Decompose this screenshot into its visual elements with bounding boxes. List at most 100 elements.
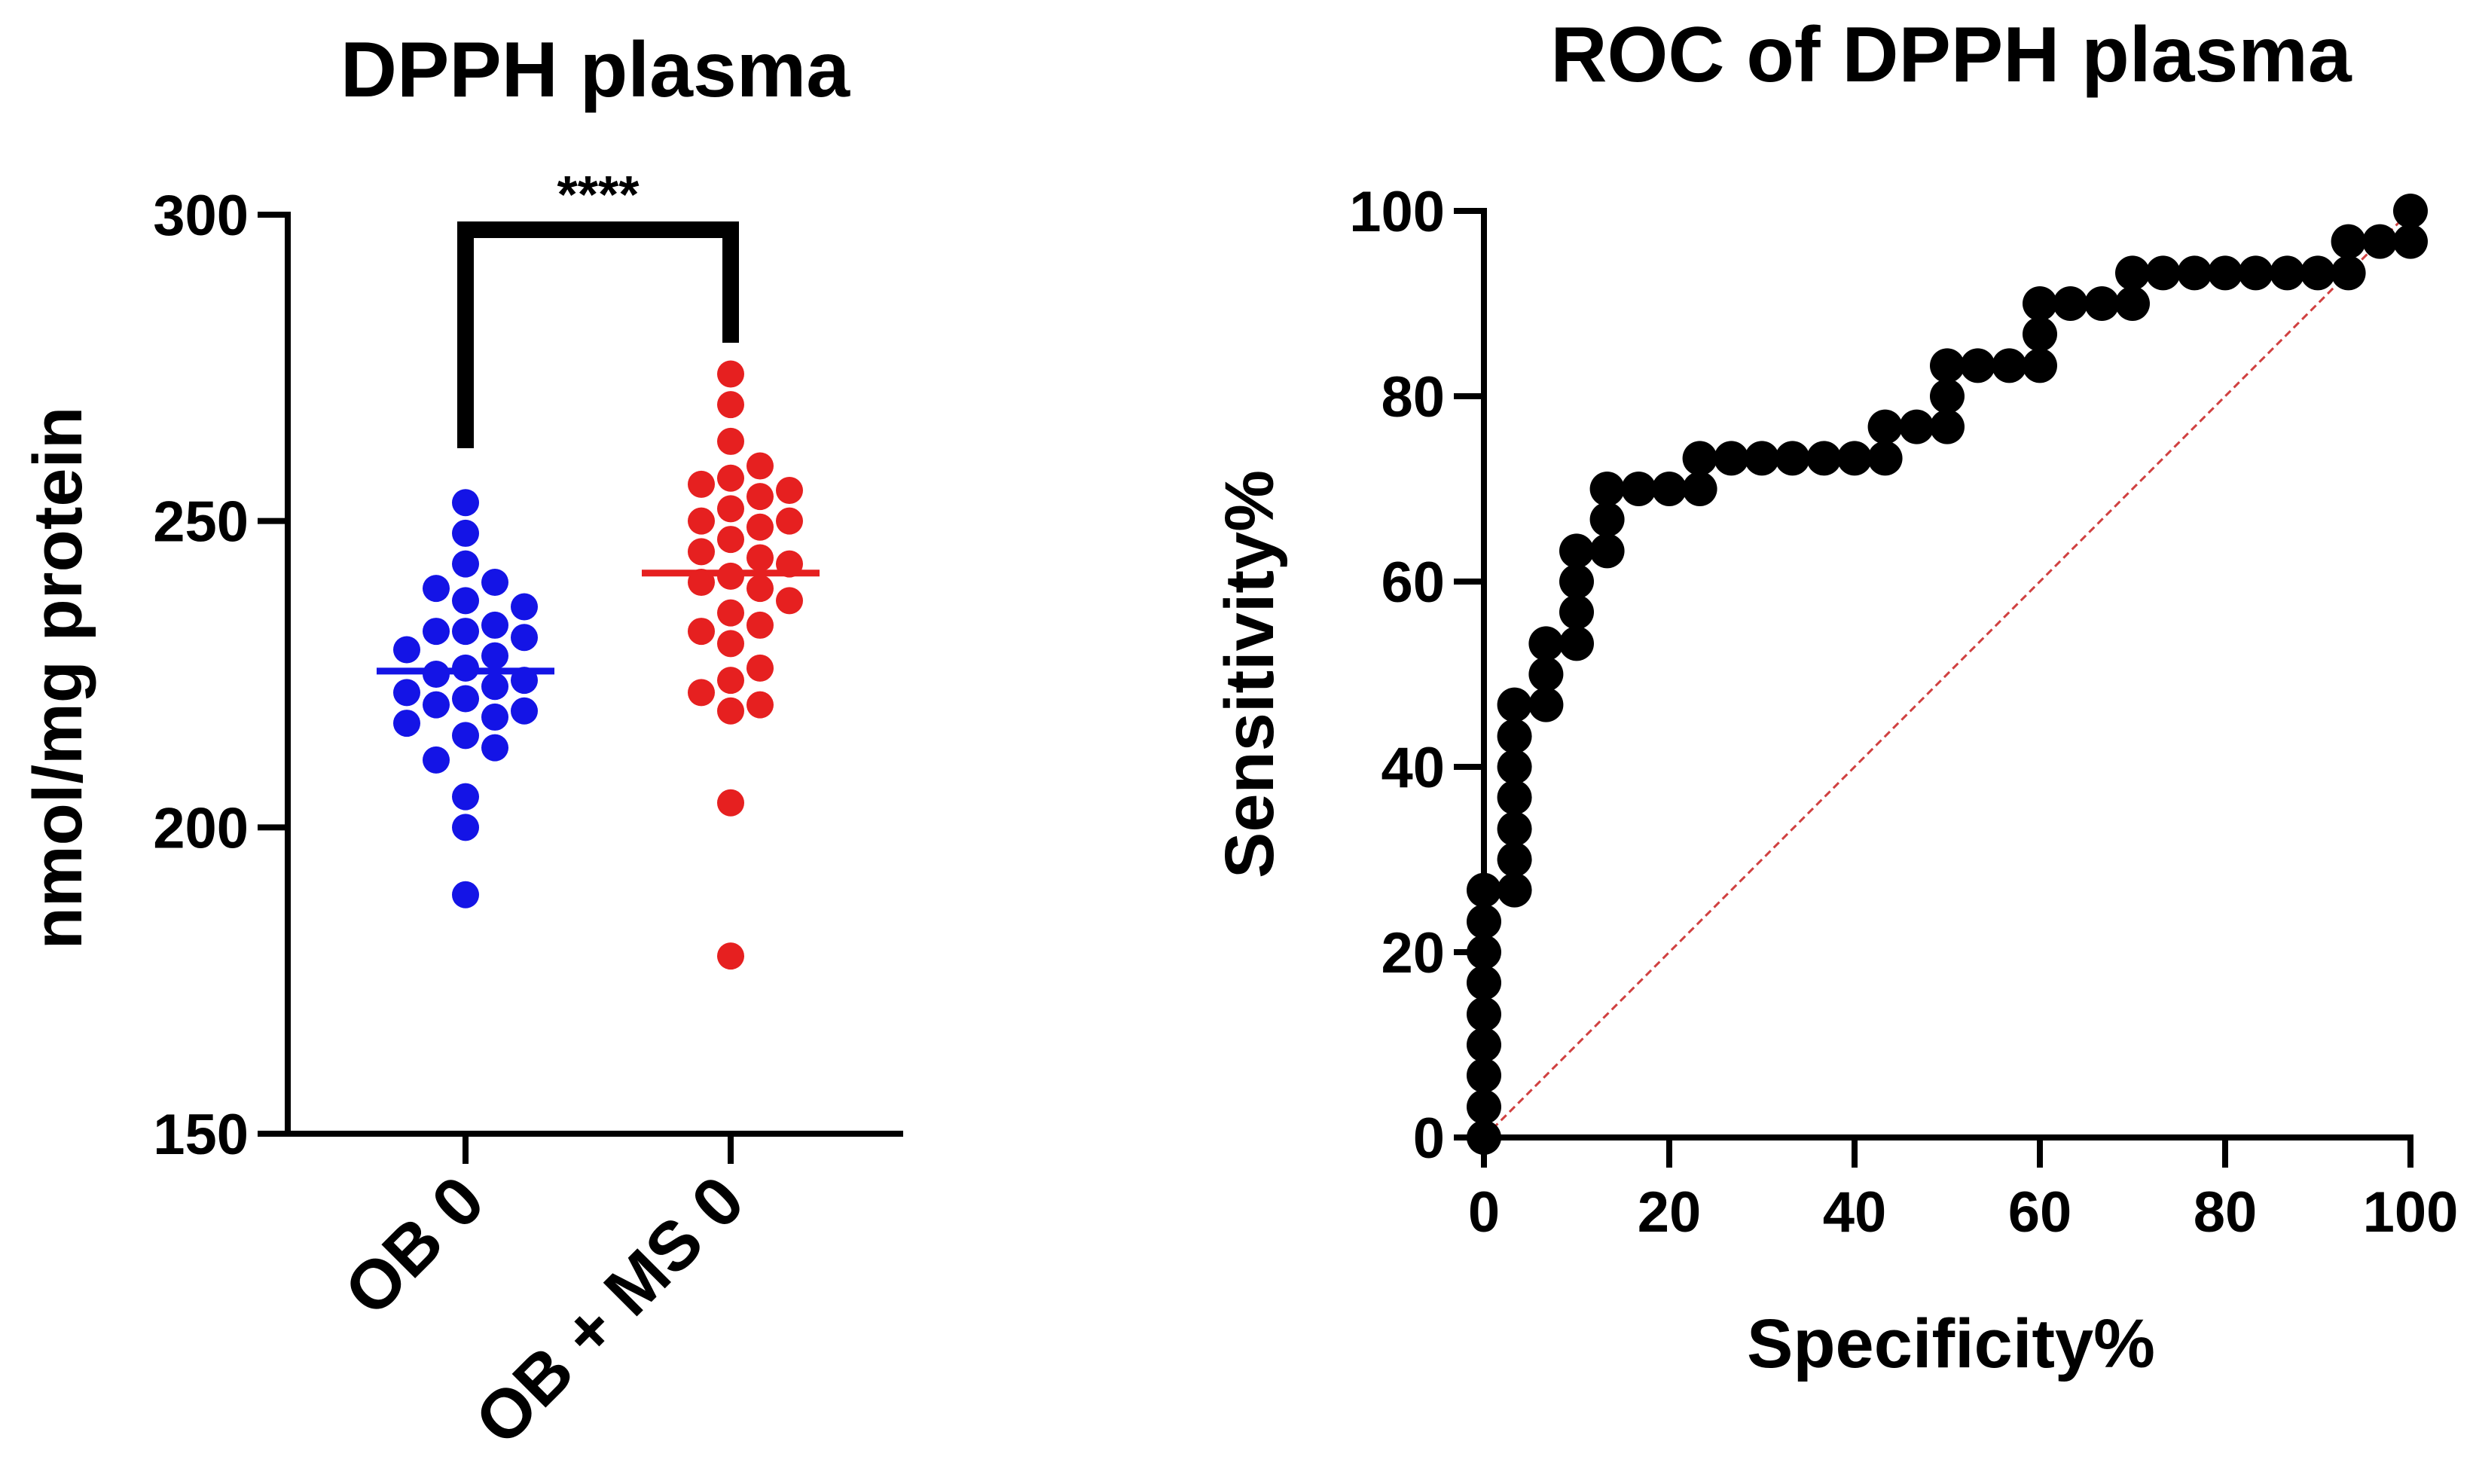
y-tick-label: 40 [1381,736,1445,800]
y-tick-label: 80 [1381,365,1445,429]
roc-point [1497,687,1532,722]
roc-point [2362,224,2398,259]
data-point [423,746,450,774]
roc-point [2053,286,2088,321]
roc-point [1589,472,1625,506]
y-tick-label: 200 [153,796,249,860]
data-point [717,599,744,627]
data-point [511,697,538,725]
roc-y-ticks: 0 20 40 60 80 100 [1349,180,1484,1171]
y-tick-label: 300 [153,184,249,248]
roc-point [2300,255,2335,291]
data-point [452,550,479,578]
data-point [452,587,479,615]
roc-point [1559,564,1594,599]
data-point [776,477,803,504]
roc-x-axis-label: Specificity% [1747,1305,2155,1382]
category-label-ob-ms0: OB + MS 0 [460,1162,759,1460]
data-point [717,526,744,554]
data-point [717,630,744,658]
roc-point [1528,626,1564,661]
data-point [511,624,538,652]
data-point [717,427,744,455]
data-point [452,519,479,547]
dot-plot-x-ticks [463,1134,734,1164]
roc-point [1806,441,1842,476]
data-point [688,507,715,535]
data-point [776,587,803,615]
data-point [423,618,450,646]
dot-plot-title: DPPH plasma [340,26,850,114]
data-point [393,710,420,737]
reference-diagonal [1482,209,2412,1139]
data-point [746,575,774,603]
data-point [717,697,744,725]
data-point [688,679,715,707]
data-point [746,452,774,480]
data-point [481,734,508,762]
roc-point [2084,286,2120,321]
roc-point [1467,904,1501,939]
data-point [746,513,774,541]
data-point [688,618,715,646]
roc-point [1467,997,1501,1032]
data-point [423,575,450,603]
roc-point [2208,255,2242,291]
y-tick-label: 0 [1413,1107,1445,1171]
roc-point [1745,441,1779,476]
data-point [776,507,803,535]
roc-point [1467,965,1501,1000]
roc-point [1559,594,1594,630]
data-point [481,569,508,596]
roc-point [1559,626,1594,661]
roc-point [1467,872,1501,908]
roc-point [2023,348,2057,383]
roc-point [1621,472,1656,506]
data-point [717,667,744,695]
x-tick-label: 100 [2363,1180,2459,1244]
roc-point [1467,1089,1501,1125]
roc-point [2115,286,2150,321]
data-point [688,470,715,498]
roc-point [1467,935,1501,969]
roc-point [1714,441,1749,476]
roc-point [1960,348,1995,383]
significance-label: **** [557,165,640,224]
roc-point [1559,533,1594,569]
roc-y-axis-label: Sensitivity% [1211,470,1288,878]
data-point [423,691,450,719]
data-point [717,495,744,523]
roc-point [2331,224,2366,259]
roc-point [1528,687,1564,722]
data-point [717,391,744,419]
y-tick-label: 20 [1381,921,1445,985]
data-point [481,611,508,639]
dot-plot-means [377,569,820,675]
roc-point [1899,409,1934,444]
data-point [481,642,508,670]
data-point [746,611,774,639]
dot-plot-y-axis-label: nmol/mg protein [20,407,96,950]
data-point [452,881,479,908]
data-point [746,691,774,719]
roc-point [2393,224,2428,259]
roc-point [1837,441,1872,476]
significance-bracket [457,221,739,448]
data-point [452,722,479,750]
roc-point [2238,255,2273,291]
roc-point [1467,1058,1501,1093]
data-point [452,783,479,811]
data-point [481,703,508,731]
data-point [688,538,715,566]
y-tick-label: 150 [153,1103,249,1167]
roc-title: ROC of DPPH plasma [1550,11,2352,99]
y-tick-label: 100 [1349,180,1445,244]
data-point [717,360,744,388]
roc-point [2177,255,2212,291]
roc-points [1467,194,2428,1155]
roc-point [2115,255,2150,291]
data-point [511,593,538,621]
roc-point [1992,348,2027,383]
x-tick-label: 0 [1468,1180,1500,1244]
